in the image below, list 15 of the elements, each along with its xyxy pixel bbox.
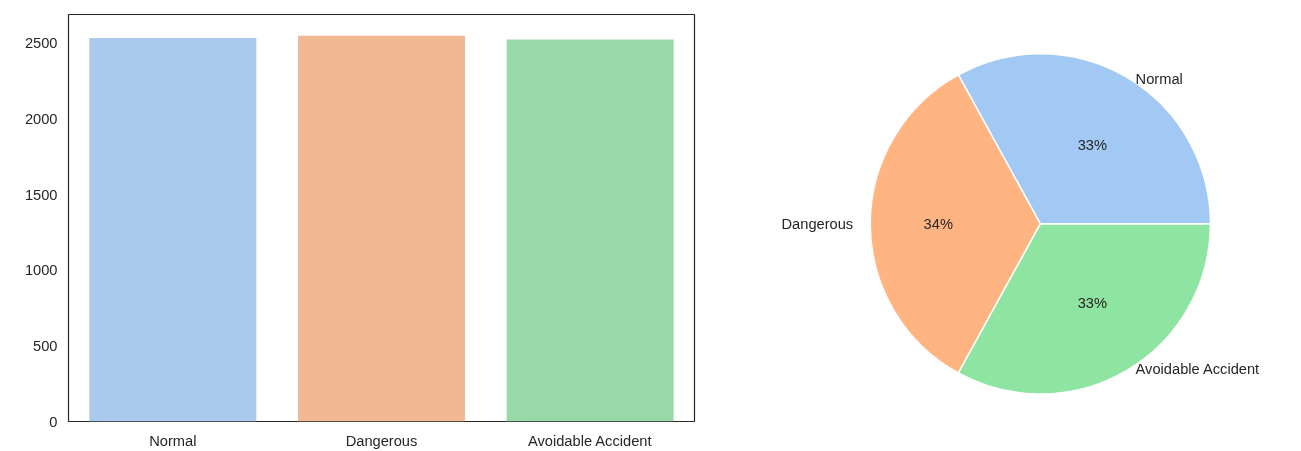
- y-tick-label: 2500: [24, 35, 58, 52]
- y-tick-label: 1000: [24, 262, 58, 279]
- y-tick-label: 0: [49, 413, 58, 430]
- x-tick-label: Dangerous: [345, 432, 418, 449]
- slice-label: Normal: [1135, 70, 1183, 87]
- x-tick-label: Avoidable Accident: [527, 432, 652, 449]
- slice-label: Avoidable Accident: [1135, 361, 1260, 378]
- data-label: 34%: [923, 215, 953, 232]
- y-tick-label: 2000: [24, 110, 58, 127]
- y-tick-label: 500: [33, 337, 58, 354]
- y-tick-label: 1500: [24, 186, 58, 203]
- data-label: 33%: [1077, 136, 1107, 153]
- slice-label: Dangerous: [781, 215, 854, 232]
- x-tick-label: Normal: [149, 432, 197, 449]
- data-label: 33%: [1077, 295, 1107, 312]
